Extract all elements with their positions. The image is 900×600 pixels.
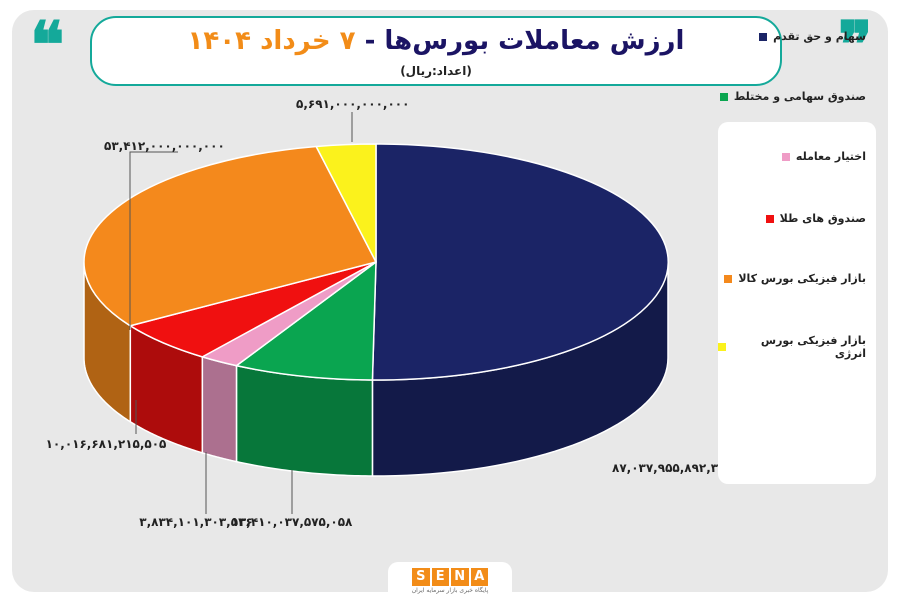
legend-label: سهام و حق تقدم: [773, 30, 866, 43]
legend-item: اختیار معامله: [781, 150, 866, 163]
legend-swatch: [724, 274, 733, 283]
legend-item: سهام و حق تقدم: [759, 30, 866, 43]
legend-swatch: [718, 343, 726, 351]
pie-slice: [315, 143, 377, 263]
leader-line: [129, 151, 178, 330]
title-date: ۷ خرداد ۱۴۰۴: [187, 26, 356, 56]
pie-side-2: [201, 355, 238, 463]
value-labels: ۸۷,۰۳۷,۹۵۵,۸۹۲,۳۱۵ ۱۳,۴۱۰,۰۳۷,۵۷۵,۰۵۸۳,۸۳…: [46, 97, 733, 529]
legend-label: اختیار معامله: [795, 150, 866, 163]
logo-letter: N: [451, 568, 469, 586]
pie-slice: [371, 143, 669, 381]
legend-item: صندوق های طلا: [765, 212, 866, 225]
title-main: ارزش معاملات بورس‌ها -: [355, 26, 685, 56]
pie-side-walls: [83, 261, 669, 477]
chart-subtitle: (اعداد:ریال): [400, 64, 472, 78]
legend-swatch: [781, 152, 790, 161]
pie-slice: [83, 145, 378, 327]
legend-label: بازار فیزیکی بورس کالا: [738, 272, 866, 285]
legend-item: بازار فیزیکی بورس انرژی: [718, 334, 866, 360]
logo-caption: پایگاه خبری بازار سرمایه ایران: [411, 587, 489, 594]
quote-close-icon: ❞: [838, 8, 873, 83]
data-label: ۸۷,۰۳۷,۹۵۵,۸۹۲,۳۱۵: [612, 461, 733, 475]
legend-item: بازار فیزیکی بورس کالا: [724, 272, 866, 285]
legend: سهام و حق تقدم صندوق سهامی و مختلط اختیار …: [718, 30, 876, 484]
legend-swatch: [765, 214, 774, 223]
legend-label: صندوق های طلا: [779, 212, 866, 225]
logo-letter: A: [470, 568, 488, 586]
logo-letter: E: [431, 568, 449, 586]
legend-label: صندوق سهامی و مختلط: [733, 90, 866, 103]
legend-swatch: [759, 32, 768, 41]
data-label: ۱۳,۴۱۰,۰۳۷,۵۷۵,۰۵۸: [232, 515, 353, 529]
title-box: ارزش معاملات بورس‌ها - ۷ خرداد ۱۴۰۴ (اعد…: [90, 16, 782, 86]
data-label: ۵۳,۴۱۲,۰۰۰,۰۰۰,۰۰۰: [104, 139, 225, 153]
pie-side-1: [235, 364, 374, 477]
logo-letter: S: [412, 568, 430, 586]
legend-item: صندوق سهامی و مختلط: [719, 90, 866, 103]
legend-swatch: [719, 92, 728, 101]
quote-open-icon: ❝: [30, 8, 65, 83]
pie-top: [83, 143, 669, 381]
legend-label: بازار فیزیکی بورس انرژی: [760, 334, 866, 360]
data-label: ۵,۶۹۱,۰۰۰,۰۰۰,۰۰۰: [296, 97, 409, 111]
chart-title: ارزش معاملات بورس‌ها - ۷ خرداد ۱۴۰۴: [92, 26, 780, 56]
pie-slice: [234, 260, 377, 381]
data-label: ۳,۸۳۴,۱۰۱,۳۰۳,۵۳۶: [139, 515, 252, 529]
data-label: ۱۰,۰۱۶,۶۸۱,۲۱۵,۵۰۵: [46, 437, 167, 451]
